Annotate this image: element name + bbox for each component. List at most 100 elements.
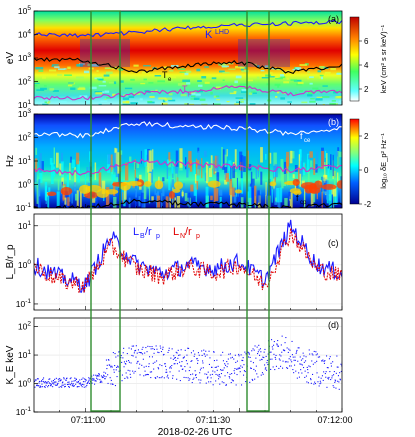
scatter-point — [335, 380, 337, 382]
spectrogram-cell — [84, 174, 87, 185]
scatter-point — [80, 384, 82, 386]
spectrogram-cell — [286, 151, 290, 167]
scatter-point — [69, 383, 71, 385]
scatter-point — [79, 379, 81, 381]
spectrogram-cell — [224, 167, 227, 180]
scatter-point — [279, 354, 281, 356]
scatter-point — [187, 377, 189, 379]
scatter-point — [199, 372, 201, 374]
scatter-point — [242, 357, 244, 359]
scatter-point — [290, 365, 292, 367]
heatmap-cell — [68, 82, 74, 84]
heatmap-cell — [261, 76, 269, 79]
x-axis: 07:11:00 07:11:30 07:12:00 2018-02-26 UT… — [33, 101, 353, 437]
scatter-point — [327, 377, 329, 379]
scatter-point — [98, 373, 100, 375]
scatter-point — [159, 345, 161, 347]
scatter-point — [249, 356, 251, 358]
scatter-point — [293, 372, 295, 374]
heatmap-cell — [111, 68, 118, 70]
scatter-point — [39, 385, 41, 387]
scatter-point — [306, 366, 308, 368]
scatter-point — [71, 380, 73, 382]
heatmap-cell — [147, 100, 153, 103]
scatter-point — [105, 359, 107, 361]
panel-c-ylabel: L_B/r_p — [5, 244, 16, 279]
scatter-point — [177, 357, 179, 359]
scatter-point — [100, 375, 102, 377]
scatter-point — [62, 381, 64, 383]
scatter-point — [159, 364, 161, 366]
scatter-point — [167, 377, 169, 379]
heatmap-cell — [252, 92, 257, 94]
scatter-point — [311, 353, 313, 355]
scatter-point — [235, 384, 237, 386]
spectrogram-cell — [321, 190, 323, 208]
spectrogram-cell — [38, 179, 41, 198]
heatmap-cell — [187, 92, 190, 95]
heatmap-cell — [51, 65, 54, 67]
scatter-point — [58, 386, 60, 388]
scatter-point — [126, 360, 128, 362]
scatter-point — [297, 360, 299, 362]
scatter-point — [82, 381, 84, 383]
scatter-point — [240, 354, 242, 356]
spectrogram-cell — [56, 152, 59, 168]
spectrogram-cell — [156, 191, 160, 199]
scatter-point — [227, 363, 229, 365]
heatmap-cell — [141, 71, 150, 74]
scatter-point — [153, 348, 155, 350]
scatter-point — [153, 352, 155, 354]
scatter-point — [157, 367, 159, 369]
heatmap-cell — [34, 82, 40, 85]
spectrogram-burst — [174, 181, 184, 190]
spectrogram-cell — [146, 160, 149, 173]
scatter-point — [255, 365, 257, 367]
spectrogram-cell — [298, 154, 300, 169]
scatter-point — [275, 354, 277, 356]
scatter-point — [314, 381, 316, 383]
scatter-point — [180, 365, 182, 367]
scatter-point — [48, 382, 50, 384]
scatter-point — [145, 365, 147, 367]
scatter-point — [172, 358, 174, 360]
y-tick-label: 102 — [18, 132, 31, 143]
scatter-point — [118, 351, 120, 353]
scatter-point — [115, 356, 117, 358]
panel-b-colorbar — [349, 118, 360, 205]
spectrogram-cell — [175, 150, 179, 167]
scatter-point — [146, 351, 148, 353]
scatter-point — [276, 344, 278, 346]
panel-a-label: (a) — [328, 14, 339, 24]
scatter-point — [66, 377, 68, 379]
scatter-point — [89, 378, 91, 380]
scatter-point — [118, 370, 120, 372]
spectrogram-cell — [149, 160, 154, 183]
scatter-point — [212, 384, 214, 386]
spectrogram-cell — [225, 173, 229, 182]
scatter-point — [211, 366, 213, 368]
scatter-point — [262, 373, 264, 375]
scatter-point — [279, 359, 281, 361]
spectrogram-cell — [151, 196, 154, 201]
heatmap-cell — [143, 65, 151, 67]
scatter-point — [96, 374, 98, 376]
heatmap-cell — [64, 74, 72, 76]
scatter-point — [127, 369, 129, 371]
heatmap-cell — [185, 70, 192, 73]
spectrogram-cell — [324, 150, 327, 158]
heatmap-cell — [133, 64, 139, 67]
heatmap-cell — [87, 63, 90, 66]
scatter-point — [104, 378, 106, 380]
scatter-point — [197, 362, 199, 364]
spectrogram-cell — [289, 150, 293, 164]
heatmap-cell — [130, 78, 135, 81]
spectrogram-cell — [106, 187, 110, 207]
scatter-point — [232, 380, 234, 382]
scatter-point — [82, 383, 84, 385]
scatter-point — [49, 383, 51, 385]
scatter-point — [241, 366, 243, 368]
scatter-point — [117, 365, 119, 367]
scatter-point — [227, 372, 229, 374]
scatter-point — [61, 382, 63, 384]
